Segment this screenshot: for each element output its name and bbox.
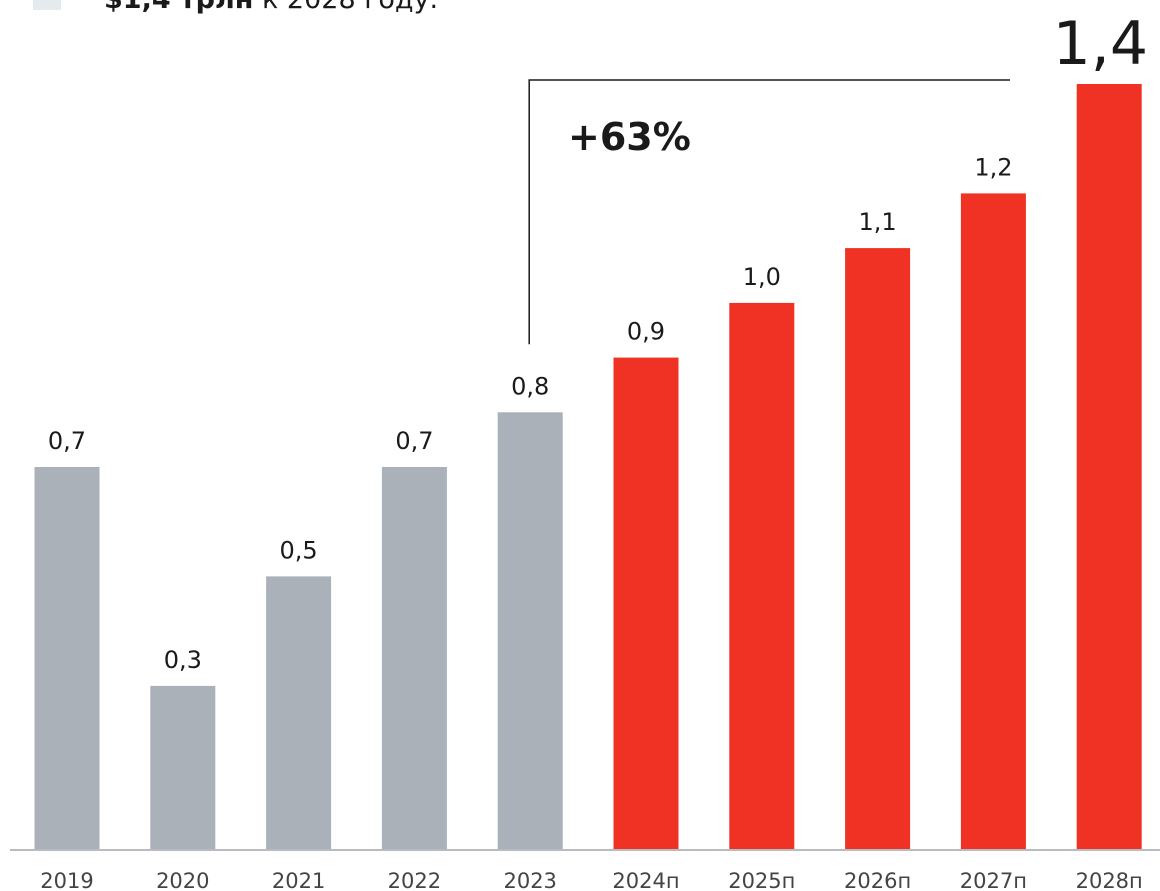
bar-2024п — [613, 357, 679, 850]
headline: $1,4 трлн к 2028 году. — [104, 0, 438, 15]
bar-2019 — [34, 467, 100, 850]
growth-annotation: +63% — [568, 115, 691, 159]
bar-2022 — [381, 467, 447, 850]
value-label-2027п: 1,2 — [974, 153, 1012, 181]
bar-2027п — [960, 193, 1026, 850]
value-label-2028п: 1,4 — [1053, 9, 1148, 79]
tick-label-2026п: 2026п — [844, 869, 911, 891]
value-label-2026п: 1,1 — [859, 208, 897, 236]
bar-2023 — [497, 412, 563, 850]
value-label-2020: 0,3 — [164, 646, 202, 674]
value-labels-group: 0,7 0,3 0,5 0,7 0,8 0,9 1,0 1,1 1,2 1,4 — [48, 9, 1148, 674]
tick-label-2024п: 2024п — [612, 869, 679, 891]
value-label-2021: 0,5 — [280, 536, 318, 564]
value-label-2024п: 0,9 — [627, 318, 665, 346]
tick-label-2027п: 2027п — [960, 869, 1027, 891]
tick-label-2028п: 2028п — [1076, 869, 1143, 891]
headline-bold: $1,4 трлн — [104, 0, 253, 15]
tick-labels-group: 2019 2020 2021 2022 2023 2024п 2025п 2026п 2027п… — [40, 869, 1143, 891]
headline-marker — [33, 0, 61, 10]
tick-label-2022: 2022 — [388, 869, 441, 891]
value-label-2025п: 1,0 — [743, 263, 781, 291]
tick-label-2019: 2019 — [40, 869, 93, 891]
tick-label-2023: 2023 — [503, 869, 556, 891]
bar-2020 — [150, 685, 216, 850]
tick-label-2021: 2021 — [272, 869, 325, 891]
bar-2026п — [845, 248, 911, 851]
growth-bracket — [528, 79, 1010, 345]
value-label-2019: 0,7 — [48, 427, 86, 455]
bar-2028п — [1076, 84, 1142, 850]
bar-2025п — [729, 302, 795, 850]
tick-label-2025п: 2025п — [728, 869, 795, 891]
bars-group — [34, 84, 1142, 851]
tick-label-2020: 2020 — [156, 869, 209, 891]
headline-rest: к 2028 году. — [253, 0, 438, 15]
bar-2021 — [266, 576, 332, 850]
value-label-2023: 0,8 — [511, 372, 549, 400]
value-label-2022: 0,7 — [395, 427, 433, 455]
